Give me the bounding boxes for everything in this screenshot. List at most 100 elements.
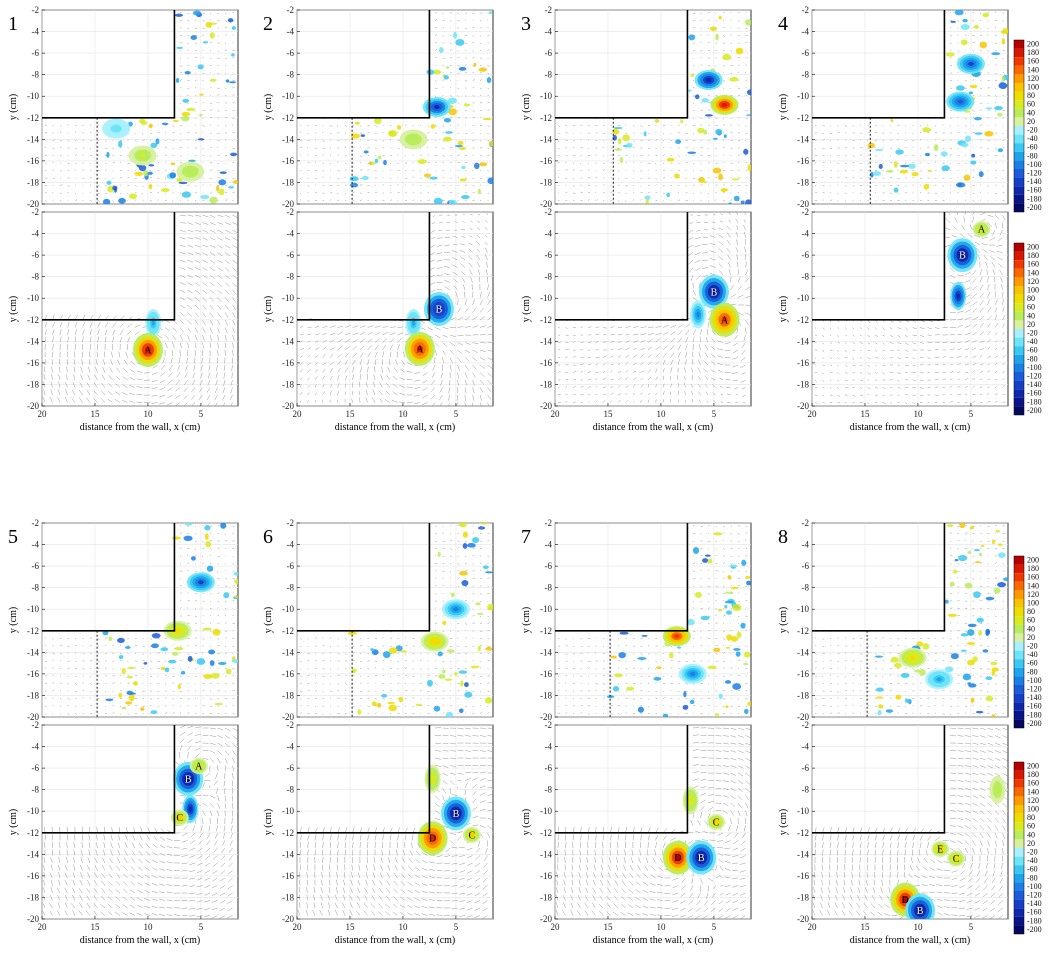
- panel-8-bottom-xtick-label-0: 20: [808, 922, 818, 932]
- colorbar-row1-bottom-swatch-10: [1014, 329, 1024, 338]
- panel-8-bottom-ylabel: y (cm): [778, 809, 789, 835]
- colorbar-row1-top-label-18: -180: [1027, 194, 1042, 203]
- panel-2-top-ytick-label-4: -10: [282, 91, 294, 101]
- panel-5-top-ytick-label-9: -20: [27, 712, 39, 722]
- panel-5-top-ytick-label-5: -12: [27, 626, 39, 636]
- panel-8-bottom-ytick-label-5: -12: [797, 828, 809, 838]
- panel-5-bottom-step-wall: [42, 725, 176, 834]
- colorbar-row2-bottom-label-6: 80: [1027, 813, 1035, 822]
- panel-4-bottom-vortex-B: [947, 238, 978, 273]
- panel-1-top-ytick-label-2: -6: [32, 48, 40, 58]
- colorbar-row1-bottom-swatch-5: [1014, 286, 1024, 295]
- panel-6-bottom-xlabel: distance from the wall, x (cm): [335, 935, 456, 946]
- panel-2-top-ytick-label-8: -18: [282, 177, 294, 187]
- panel-7-top-ytick-label-3: -8: [545, 583, 553, 593]
- panel-3-bottom-step-wall: [555, 212, 689, 321]
- colorbar-row2-bottom-label-1: 180: [1027, 770, 1039, 779]
- panel-5-top-ytick-label-3: -8: [32, 583, 40, 593]
- panel-4-bottom-sheet-0: [950, 282, 967, 311]
- panel-3-bottom-ytick-label-6: -14: [540, 336, 552, 346]
- panel-1-top-blob-2: [176, 161, 205, 182]
- colorbar-row2-bottom-swatch-12: [1014, 865, 1024, 874]
- colorbar-row2-top: 20018016014012010080604020-20-40-60-80-1…: [1013, 556, 1042, 729]
- panel-8-bottom-xlabel: distance from the wall, x (cm): [850, 935, 971, 946]
- colorbar-row2-top-label-15: -120: [1027, 685, 1042, 694]
- panel-8-bottom-content: [812, 727, 1008, 919]
- panel-4-top-frame: [811, 9, 1009, 205]
- colorbar-row2-bottom-label-13: -80: [1027, 873, 1038, 882]
- panel-4-bottom-ytick-label-8: -18: [797, 379, 809, 389]
- colorbar-row1-bottom-swatch-4: [1014, 277, 1024, 286]
- panel-4-bottom-ytick-label-1: -4: [802, 229, 810, 239]
- colorbar-row1-bottom-swatch-16: [1014, 380, 1024, 390]
- panel-1-bottom-xtick-label-0: 20: [38, 409, 48, 419]
- panel-3-number: 3: [521, 13, 531, 35]
- panel-8-bottom-ytick-label-4: -10: [797, 806, 809, 816]
- panel-1-bottom-frame: [41, 211, 239, 407]
- panel-6-bottom-ytick-label-5: -12: [282, 828, 294, 838]
- panel-7-top-ytick-label-7: -16: [540, 669, 552, 679]
- panel-2-top-ytick-label-1: -4: [287, 27, 295, 37]
- panel-8-bottom-vortex-B: [905, 893, 936, 919]
- colorbar-row2-bottom-swatch-17: [1014, 908, 1024, 917]
- panel-3-top-ytick-label-4: -10: [540, 91, 552, 101]
- panel-5-bottom-xtick-label-3: 5: [199, 922, 204, 932]
- colorbar-row1-top-swatch-7: [1014, 100, 1024, 109]
- panel-4-top-blob-1: [946, 91, 975, 112]
- panel-2-top-ytick-label-9: -20: [282, 199, 294, 209]
- panel-7-bottom-xlabel: distance from the wall, x (cm): [593, 935, 714, 946]
- colorbar-row2-bottom-swatch-5: [1014, 805, 1024, 814]
- colorbar-row1-top-label-6: 80: [1027, 91, 1035, 100]
- panel-4-bottom-frame: [811, 211, 1009, 407]
- panel-3-top-content: [557, 11, 751, 204]
- panel-3-bottom-ytick-label-4: -10: [540, 293, 552, 303]
- colorbar-row1-top-swatch-17: [1014, 186, 1024, 195]
- panel-8-bottom-ytick-label-8: -18: [797, 892, 809, 902]
- panel-4-vortex-label-B: B: [959, 251, 966, 262]
- panel-8-bottom-xtick-label-1: 15: [860, 922, 870, 932]
- panel-6-bottom-ytick-label-2: -6: [287, 763, 295, 773]
- panel-6-bottom-ytick-label-7: -16: [282, 871, 294, 881]
- panel-5-bottom-xtick-label-2: 10: [143, 922, 153, 932]
- panel-7-top-ylabel: y (cm): [521, 607, 532, 633]
- panel-4-bottom-ytick-label-2: -6: [802, 250, 810, 260]
- colorbar-row1-bottom-label-18: -180: [1027, 397, 1042, 406]
- colorbar-row2-bottom-label-9: 20: [1027, 839, 1035, 848]
- panel-3-bottom-ylabel: y (cm): [521, 296, 532, 322]
- panel-2-bottom-ytick-label-6: -14: [282, 336, 294, 346]
- panel-3-bottom-ytick-label-9: -20: [540, 401, 552, 411]
- colorbar-row1-top-label-16: -140: [1027, 177, 1042, 186]
- panel-7-bottom-step-wall: [555, 725, 689, 834]
- colorbar-row2-bottom-label-16: -140: [1027, 899, 1042, 908]
- panel-5-bottom-ytick-label-1: -4: [32, 742, 40, 752]
- colorbar-row2-bottom-swatch-6: [1014, 813, 1024, 823]
- colorbar-row2-top-swatch-8: [1014, 624, 1024, 634]
- panel-6-bottom-ylabel: y (cm): [263, 809, 274, 835]
- panel-5-top-ytick-label-8: -18: [27, 690, 39, 700]
- panel-1-top-ytick-label-8: -18: [27, 177, 39, 187]
- panel-5-top-ytick-label-1: -4: [32, 540, 40, 550]
- colorbar-row1-top-swatch-19: [1014, 203, 1024, 212]
- panel-3-bottom-ytick-label-7: -16: [540, 358, 552, 368]
- panel-8-bottom-sheet-0: [989, 775, 1006, 804]
- colorbar-row2-top-swatch-10: [1014, 642, 1024, 651]
- panel-6-bottom-vortex-C: [462, 826, 481, 843]
- colorbar-row1-bottom-swatch-17: [1014, 389, 1024, 398]
- panel-2-bottom-ytick-label-3: -8: [287, 272, 295, 282]
- panel-4-bottom-xtick-label-3: 5: [969, 409, 974, 419]
- panel-8-vortex-label-E: E: [937, 844, 943, 855]
- panel-6-bottom-xtick-label-2: 10: [398, 922, 408, 932]
- colorbar-row2-top-label-5: 100: [1027, 599, 1039, 608]
- colorbar-row1-top-swatch-3: [1014, 65, 1024, 75]
- panel-4-top-step-wall: [812, 10, 946, 119]
- colorbar-row2-top-swatch-15: [1014, 685, 1024, 694]
- panel-3-bottom-ytick-label-1: -4: [545, 229, 553, 239]
- panel-3-bottom-vortex-A: [709, 302, 740, 337]
- panel-4-bottom-velocity-vectors: [814, 212, 1006, 405]
- panel-8-bottom-ytick-label-2: -6: [802, 763, 810, 773]
- panel-7-bottom-xtick-label-2: 10: [656, 922, 666, 932]
- panel-1-number: 1: [8, 13, 18, 35]
- panel-2-bottom-vortex-A: [404, 331, 435, 366]
- colorbar-row2-bottom-swatch-0: [1014, 762, 1024, 771]
- panel-1-bottom-axes: -2 -4 -6 -8 -10 -12 -14 -16 -18 -20 y (cm) 20 15 10 5 d…: [8, 207, 239, 433]
